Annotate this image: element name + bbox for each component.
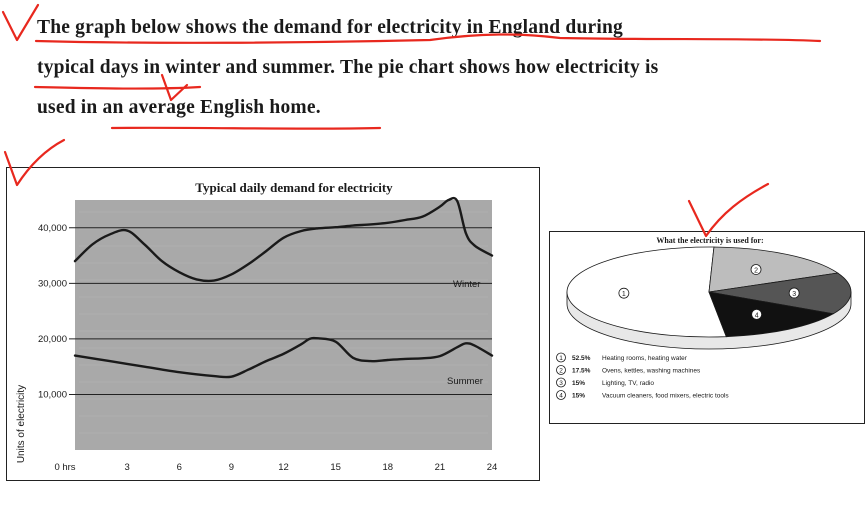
pie-chart-title: What the electricity is used for: [656,236,763,245]
pie-slice-3 [708,272,852,315]
y-tick-label: 40,000 [38,223,67,234]
legend-marker-label: 3 [559,380,563,387]
x-tick-label: 24 [487,462,498,473]
checkmark-annotation [3,138,66,187]
intro-paragraph: The graph below shows the demand for ele… [37,13,837,133]
pie-marker-label: 2 [754,267,758,274]
x-tick-label: 12 [278,462,289,473]
legend-percent: 15% [572,393,585,400]
x-tick-label: 21 [435,462,446,473]
x-tick-label: 18 [382,462,393,473]
legend-percent: 17.5% [572,368,591,375]
x-tick-label: 3 [124,462,129,473]
series-label-winter: Winter [453,279,480,290]
pie-slice-2 [708,246,839,293]
legend-label: Lighting, TV, radio [602,380,654,387]
y-tick-label: 10,000 [38,389,67,400]
pie-marker-3 [788,287,800,299]
legend-percent: 15% [572,380,585,387]
legend-label: Ovens, kettles, washing machines [602,368,701,375]
intro-line-1: The graph below shows the demand for ele… [37,17,623,38]
y-tick-label: 20,000 [38,334,67,345]
legend-label: Heating rooms, heating water [602,355,688,362]
pie-slice-4 [708,291,835,338]
x-tick-label: 6 [177,462,182,473]
pie-marker-2 [750,264,762,275]
underline-annotation [33,85,202,90]
series-line-summer [73,336,494,379]
legend-label: Vacuum cleaners, food mixers, electric t… [602,393,729,400]
y-axis-title: Units of electricity [16,385,27,463]
line-chart-title: Typical daily demand for electricity [195,180,393,195]
x-tick-label: 15 [330,462,341,473]
legend-marker [556,352,566,363]
series-label-summer: Summer [447,376,483,387]
plot-area [75,200,492,450]
x-tick-label: 0 hrs [54,462,75,473]
pie-marker-label: 3 [792,291,796,298]
line-chart-panel: Typical daily demand for electricity Uni… [6,167,540,481]
legend-marker [556,390,566,400]
line-chart: Typical daily demand for electricity Uni… [16,180,498,473]
intro-line-3: used in an average English home. [37,97,321,118]
pie-marker-1 [618,287,630,299]
legend-marker-label: 1 [559,355,563,362]
x-tick-label: 9 [229,462,234,473]
intro-line-2: typical days in winter and summer. The p… [37,57,659,78]
checkmark-annotation [687,182,770,238]
pie-marker-4 [751,308,763,320]
underline-annotation [34,33,822,44]
legend-percent: 52.5% [572,355,591,362]
legend-marker [556,365,566,375]
legend-marker [556,377,566,388]
checkmark-annotation [1,3,40,42]
series-line-winter [73,196,494,283]
pie-slice-1 [566,246,727,338]
pie-marker-label: 4 [755,312,759,319]
pie-marker-label: 1 [622,291,626,298]
legend-marker-label: 4 [559,393,563,400]
underline-annotation [110,126,382,130]
y-tick-label: 30,000 [38,278,67,289]
legend-marker-label: 2 [559,368,563,375]
caret-annotation [160,73,189,102]
